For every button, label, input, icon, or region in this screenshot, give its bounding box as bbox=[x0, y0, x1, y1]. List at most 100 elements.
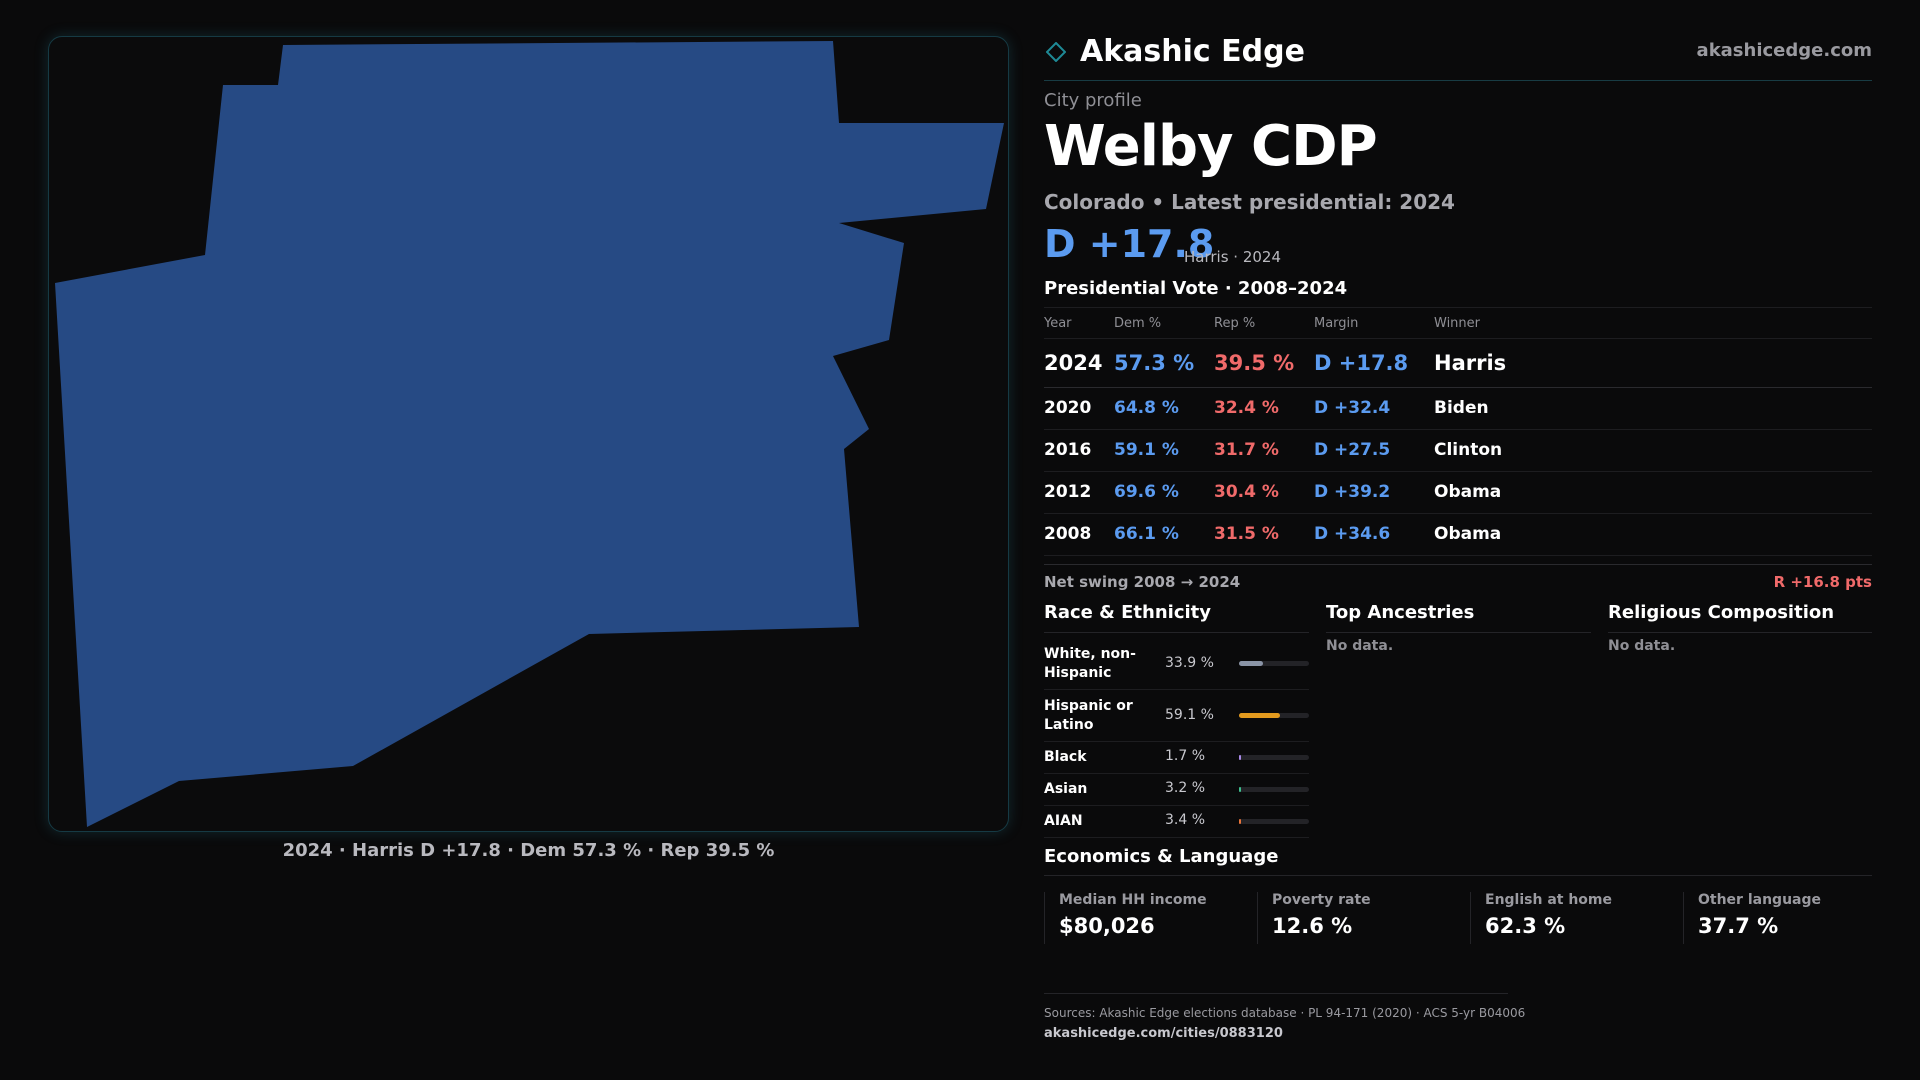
latest-margin: D +17.8 bbox=[1044, 222, 1215, 266]
stat-value: 62.3 % bbox=[1485, 914, 1566, 938]
map-caption: 2024 · Harris D +17.8 · Dem 57.3 % · Rep… bbox=[282, 840, 775, 861]
race-value: 3.2 % bbox=[1165, 780, 1206, 796]
row-rep: 32.4 % bbox=[1214, 398, 1279, 418]
religious-composition-title: Religious Composition bbox=[1608, 602, 1835, 623]
header-dem: Dem % bbox=[1114, 316, 1162, 331]
stat-english-at-home: English at home 62.3 % bbox=[1470, 892, 1675, 944]
latest-margin-note: Harris · 2024 bbox=[1184, 248, 1282, 266]
table-header: Year Dem % Rep % Margin Winner bbox=[1044, 308, 1872, 339]
race-row: Black 1.7 % bbox=[1044, 742, 1309, 774]
race-label: AIAN bbox=[1044, 813, 1083, 829]
race-bar-fill bbox=[1239, 713, 1281, 718]
table-row: 2024 57.3 % 39.5 % D +17.8 Harris bbox=[1044, 339, 1872, 388]
race-bar-fill bbox=[1239, 819, 1242, 824]
race-bar bbox=[1239, 819, 1309, 824]
row-year: 2008 bbox=[1044, 524, 1092, 544]
table-row: 2008 66.1 % 31.5 % D +34.6 Obama bbox=[1044, 514, 1872, 556]
row-rep: 39.5 % bbox=[1214, 351, 1295, 375]
table-row: 2016 59.1 % 31.7 % D +27.5 Clinton bbox=[1044, 430, 1872, 472]
race-ethnicity-table: White, non-Hispanic 33.9 % Hispanic or L… bbox=[1044, 638, 1309, 838]
profile-url-link[interactable]: akashicedge.com/cities/0883120 bbox=[1044, 1026, 1283, 1041]
row-rep: 30.4 % bbox=[1214, 482, 1279, 502]
race-bar bbox=[1239, 661, 1309, 666]
row-dem: 66.1 % bbox=[1114, 524, 1179, 544]
profile-subtitle: Colorado • Latest presidential: 2024 bbox=[1044, 190, 1455, 214]
race-row: Asian 3.2 % bbox=[1044, 774, 1309, 806]
row-winner: Harris bbox=[1434, 351, 1507, 375]
race-label: Hispanic or Latino bbox=[1044, 698, 1133, 733]
profile-type-label: City profile bbox=[1044, 90, 1142, 111]
stat-other-language: Other language 37.7 % bbox=[1683, 892, 1888, 944]
stat-label: Poverty rate bbox=[1272, 892, 1371, 908]
row-winner: Clinton bbox=[1434, 440, 1503, 460]
row-dem: 64.8 % bbox=[1114, 398, 1179, 418]
race-label: White, non-Hispanic bbox=[1044, 646, 1136, 681]
ancestries-divider bbox=[1326, 632, 1591, 633]
stat-value: 12.6 % bbox=[1272, 914, 1353, 938]
race-value: 59.1 % bbox=[1165, 707, 1214, 723]
city-boundary-shape bbox=[55, 41, 1004, 827]
race-bar-fill bbox=[1239, 755, 1241, 760]
religion-empty: No data. bbox=[1608, 638, 1676, 654]
stat-poverty-rate: Poverty rate 12.6 % bbox=[1257, 892, 1462, 944]
stat-value: $80,026 bbox=[1059, 914, 1155, 938]
city-map-panel[interactable] bbox=[48, 36, 1009, 832]
race-row: AIAN 3.4 % bbox=[1044, 806, 1309, 838]
race-row: Hispanic or Latino 59.1 % bbox=[1044, 690, 1309, 742]
table-row: 2012 69.6 % 30.4 % D +39.2 Obama bbox=[1044, 472, 1872, 514]
row-year: 2024 bbox=[1044, 351, 1103, 375]
page-title: Welby CDP bbox=[1044, 114, 1378, 179]
race-bar-fill bbox=[1239, 661, 1263, 666]
stat-value: 37.7 % bbox=[1698, 914, 1779, 938]
race-value: 1.7 % bbox=[1165, 748, 1206, 764]
row-dem: 59.1 % bbox=[1114, 440, 1179, 460]
row-margin: D +34.6 bbox=[1314, 524, 1391, 544]
race-bar bbox=[1239, 755, 1309, 760]
race-label: Black bbox=[1044, 749, 1087, 765]
row-rep: 31.7 % bbox=[1214, 440, 1279, 460]
row-margin: D +17.8 bbox=[1314, 351, 1409, 375]
race-label: Asian bbox=[1044, 781, 1088, 797]
row-dem: 57.3 % bbox=[1114, 351, 1195, 375]
presidential-vote-title: Presidential Vote · 2008–2024 bbox=[1044, 278, 1348, 299]
net-swing-label: Net swing 2008 → 2024 bbox=[1044, 573, 1241, 591]
row-dem: 69.6 % bbox=[1114, 482, 1179, 502]
row-margin: D +39.2 bbox=[1314, 482, 1391, 502]
stat-median-income: Median HH income $80,026 bbox=[1044, 892, 1249, 944]
race-bar bbox=[1239, 787, 1309, 792]
header-year: Year bbox=[1044, 316, 1072, 331]
race-row: White, non-Hispanic 33.9 % bbox=[1044, 638, 1309, 690]
race-ethnicity-title: Race & Ethnicity bbox=[1044, 602, 1211, 623]
brand-name: Akashic Edge bbox=[1080, 34, 1305, 69]
header-margin: Margin bbox=[1314, 316, 1359, 331]
diamond-logo-icon bbox=[1046, 42, 1066, 62]
top-ancestries-title: Top Ancestries bbox=[1326, 602, 1475, 623]
race-value: 3.4 % bbox=[1165, 812, 1206, 828]
stat-label: Median HH income bbox=[1059, 892, 1207, 908]
table-row: 2020 64.8 % 32.4 % D +32.4 Biden bbox=[1044, 388, 1872, 430]
race-divider bbox=[1044, 632, 1309, 633]
net-swing-value: R +16.8 pts bbox=[1773, 573, 1872, 591]
city-boundary-map bbox=[55, 41, 1004, 827]
stat-label: English at home bbox=[1485, 892, 1613, 908]
race-bar bbox=[1239, 713, 1309, 718]
header-winner: Winner bbox=[1434, 316, 1481, 331]
stat-label: Other language bbox=[1698, 892, 1821, 908]
religion-divider bbox=[1608, 632, 1872, 633]
row-winner: Obama bbox=[1434, 524, 1502, 544]
brand-header: Akashic Edge akashicedge.com bbox=[1044, 34, 1872, 81]
row-winner: Obama bbox=[1434, 482, 1502, 502]
row-year: 2016 bbox=[1044, 440, 1092, 460]
race-bar-fill bbox=[1239, 787, 1242, 792]
row-year: 2012 bbox=[1044, 482, 1092, 502]
sources-text: Sources: Akashic Edge elections database… bbox=[1044, 1006, 1526, 1020]
sources-divider bbox=[1044, 993, 1508, 994]
row-winner: Biden bbox=[1434, 398, 1489, 418]
economics-language-title: Economics & Language bbox=[1044, 846, 1279, 867]
presidential-vote-table: Year Dem % Rep % Margin Winner 2024 57.3… bbox=[1044, 307, 1872, 556]
row-margin: D +32.4 bbox=[1314, 398, 1391, 418]
race-value: 33.9 % bbox=[1165, 655, 1214, 671]
brand-url-link[interactable]: akashicedge.com bbox=[1696, 40, 1872, 61]
row-rep: 31.5 % bbox=[1214, 524, 1279, 544]
header-rep: Rep % bbox=[1214, 316, 1256, 331]
